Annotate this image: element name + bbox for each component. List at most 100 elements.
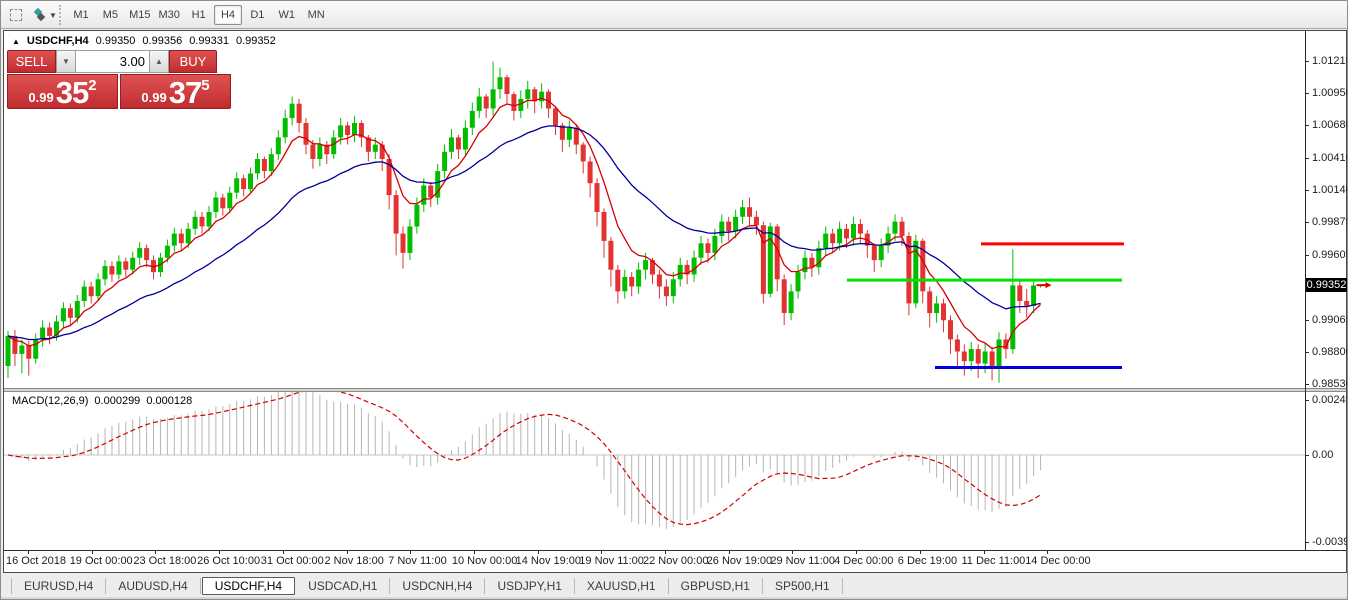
candle-body bbox=[345, 125, 351, 135]
macd-axis-tick bbox=[1305, 455, 1309, 456]
ma-slow-line bbox=[7, 125, 1041, 341]
candle-body bbox=[171, 233, 177, 246]
timeframe-button-h4[interactable]: H4 bbox=[214, 5, 242, 25]
time-axis-tick bbox=[346, 550, 348, 554]
candle-body bbox=[573, 127, 579, 145]
price-chart-canvas[interactable] bbox=[4, 31, 1305, 388]
pane-splitter[interactable] bbox=[4, 388, 1346, 392]
time-axis-tick bbox=[919, 550, 921, 554]
time-axis-label: 31 Oct 00:00 bbox=[260, 555, 324, 567]
ohlc-open: 0.99350 bbox=[95, 35, 136, 47]
chart-tab-bar: EURUSD,H4 AUDUSD,H4 USDCHF,H4 USDCAD,H1 USDC… bbox=[3, 575, 1347, 597]
candle-body bbox=[352, 123, 357, 135]
candle-body bbox=[788, 291, 794, 314]
chart-tab-usdjpy[interactable]: USDJPY,H1 bbox=[485, 578, 575, 594]
timeframe-button-d1[interactable]: D1 bbox=[250, 9, 265, 21]
macd-indicator-canvas[interactable] bbox=[4, 392, 1305, 550]
price-axis-tick bbox=[1305, 93, 1309, 94]
candle-body bbox=[518, 98, 524, 111]
macd-signal-value: 0.000128 bbox=[146, 395, 193, 407]
timeframe-button-m1[interactable]: M1 bbox=[73, 9, 89, 21]
sell-price-big: 35 bbox=[55, 75, 89, 110]
buy-price-button[interactable]: 0.99 37 5 bbox=[120, 74, 231, 109]
timeframe-button-mn[interactable]: MN bbox=[307, 9, 325, 21]
timeframe-button-w1[interactable]: W1 bbox=[278, 9, 296, 21]
candle-body bbox=[913, 240, 919, 304]
chart-shift-icon[interactable] bbox=[8, 7, 24, 23]
candle-body bbox=[88, 286, 94, 297]
candle-body bbox=[906, 236, 912, 304]
candle-body bbox=[525, 89, 531, 99]
price-axis-tick bbox=[1305, 384, 1309, 385]
candle-body bbox=[996, 339, 1002, 366]
candle-body bbox=[961, 351, 967, 362]
candle-body bbox=[934, 303, 940, 313]
time-axis-label: 19 Nov 11:00 bbox=[579, 555, 644, 567]
candle-body bbox=[948, 320, 953, 340]
candle-body bbox=[5, 335, 11, 366]
chart-tab-eurusd[interactable]: EURUSD,H4 bbox=[11, 578, 107, 594]
candle-body bbox=[1031, 285, 1037, 306]
one-click-trade-panel: SELL ▼ ▲ BUY 0.99 35 2 0.99 37 5 bbox=[7, 50, 231, 109]
chart-tab-xauusd[interactable]: XAUUSD,H1 bbox=[575, 578, 669, 594]
candle-body bbox=[331, 137, 337, 155]
candle-body bbox=[476, 96, 482, 111]
candle-body bbox=[989, 351, 995, 366]
time-axis-line bbox=[4, 550, 1346, 551]
collapse-arrow-icon[interactable]: ▲ bbox=[12, 36, 20, 46]
volume-input[interactable] bbox=[76, 50, 149, 73]
chart-tab-audusd[interactable]: AUDUSD,H4 bbox=[106, 578, 201, 594]
candle-body bbox=[185, 228, 191, 244]
candle-body bbox=[151, 260, 156, 273]
chart-window: ▲ USDCHF,H4 0.99350 0.99356 0.99331 0.99… bbox=[3, 30, 1347, 573]
macd-axis-label: -0.003913 bbox=[1312, 535, 1347, 548]
sell-button[interactable]: SELL bbox=[7, 50, 56, 73]
macd-main-value: 0.000299 bbox=[94, 395, 141, 407]
candle-body bbox=[844, 228, 849, 239]
chart-tab-usdcnh[interactable]: USDCNH,H4 bbox=[390, 578, 486, 594]
time-axis-label: 10 Nov 00:00 bbox=[451, 555, 518, 567]
candle-body bbox=[753, 216, 759, 226]
time-axis-label: 19 Oct 00:00 bbox=[69, 555, 133, 567]
candle-body bbox=[899, 221, 905, 236]
candle-body bbox=[823, 233, 829, 248]
timeframe-button-m30[interactable]: M30 bbox=[158, 9, 180, 21]
candle-body bbox=[532, 89, 538, 102]
volume-decrease-button[interactable]: ▼ bbox=[56, 50, 76, 73]
volume-increase-button[interactable]: ▲ bbox=[149, 50, 169, 73]
timeframe-button-m5[interactable]: M5 bbox=[102, 9, 119, 21]
timeframe-button-m15[interactable]: M15 bbox=[129, 9, 151, 21]
buy-price-big: 37 bbox=[168, 75, 202, 110]
time-axis-tick bbox=[28, 550, 29, 554]
time-axis-label: 16 Oct 2018 bbox=[6, 555, 66, 567]
candle-body bbox=[774, 226, 780, 280]
candle-body bbox=[400, 233, 406, 253]
candle-body bbox=[449, 137, 454, 152]
macd-axis-tick bbox=[1305, 400, 1309, 401]
arrange-windows-icon[interactable]: ▼ bbox=[31, 7, 57, 23]
candle-body bbox=[67, 308, 73, 318]
buy-button[interactable]: BUY bbox=[169, 50, 217, 73]
current-price-badge: 0.99352 bbox=[1306, 278, 1347, 292]
candle-body bbox=[1003, 339, 1009, 350]
candle-body bbox=[455, 137, 461, 150]
chart-tab-sp500[interactable]: SP500,H1 bbox=[763, 578, 843, 594]
candle-body bbox=[442, 151, 448, 171]
time-axis-label: 14 Nov 19:00 bbox=[515, 555, 582, 567]
candle-body bbox=[199, 216, 205, 227]
candle-body bbox=[462, 127, 468, 150]
ohlc-close: 0.99352 bbox=[235, 35, 276, 47]
macd-axis-label: 0.00 bbox=[1312, 449, 1334, 461]
sell-price-button[interactable]: 0.99 35 2 bbox=[7, 74, 118, 109]
time-axis-tick bbox=[728, 550, 730, 554]
toolbar: ▼ M1 M5 M15 M30 H1 H4 D1 W1 MN bbox=[1, 1, 1347, 29]
price-axis-tick bbox=[1305, 352, 1309, 353]
chart-tab-usdchf[interactable]: USDCHF,H4 bbox=[201, 577, 296, 595]
chart-tab-gbpusd[interactable]: GBPUSD,H1 bbox=[669, 578, 763, 594]
candle-body bbox=[920, 240, 926, 292]
chart-tab-usdcad[interactable]: USDCAD,H1 bbox=[296, 578, 391, 594]
candle-body bbox=[81, 286, 87, 301]
candle-body bbox=[206, 212, 212, 227]
candle-body bbox=[851, 224, 856, 239]
timeframe-button-h1[interactable]: H1 bbox=[191, 9, 206, 21]
